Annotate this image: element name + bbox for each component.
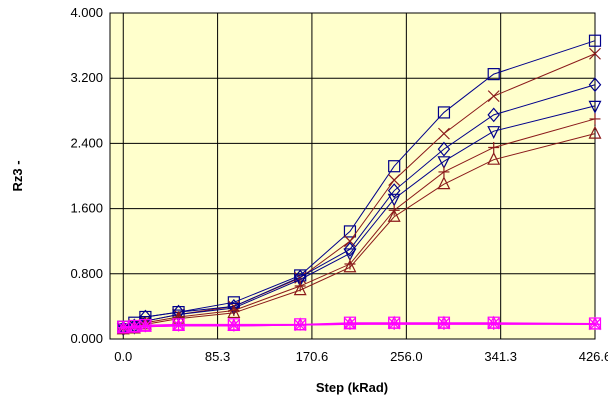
data-point [343, 259, 357, 273]
data-point [487, 151, 501, 165]
y-tick-label: 3.200 [70, 70, 103, 85]
data-point [437, 156, 451, 170]
plot-frame [109, 12, 596, 340]
data-point [488, 141, 500, 153]
series-line [117, 318, 601, 334]
x-tick-label: 170.6 [296, 349, 329, 364]
data-point [139, 321, 151, 333]
y-tick-label: 2.400 [70, 135, 103, 150]
x-tick-label: 426.6 [579, 349, 608, 364]
series-group [116, 34, 602, 337]
data-point [293, 274, 307, 288]
data-point [293, 282, 307, 296]
data-point [588, 100, 602, 114]
data-point [343, 225, 357, 238]
data-point [128, 322, 140, 334]
data-point [438, 318, 450, 330]
data-point [387, 193, 401, 207]
tick-labels: 0.0 85.3 170.6 256.0 341.3 426.6 0.000 0.800 1.6… [70, 5, 608, 364]
data-point [588, 77, 602, 93]
data-point [437, 141, 451, 157]
data-point [588, 34, 602, 47]
data-point [438, 127, 450, 140]
data-point [588, 125, 602, 139]
y-tick-label: 1.600 [70, 201, 103, 216]
data-point [227, 305, 241, 319]
x-axis-title: Step (kRad) [316, 380, 388, 395]
y-tick-label: 0.000 [70, 331, 103, 346]
data-point [343, 248, 357, 262]
data-point [589, 113, 601, 125]
x-tick-label: 85.3 [205, 349, 230, 364]
data-point [117, 322, 129, 334]
data-point [343, 241, 357, 257]
grid [109, 12, 596, 340]
data-point [388, 160, 401, 173]
data-point [589, 47, 601, 60]
y-tick-label: 4.000 [70, 5, 103, 20]
data-point [487, 90, 500, 103]
plot-area [110, 13, 595, 339]
data-point [294, 319, 306, 331]
data-point [387, 208, 401, 222]
x-tick-label: 256.0 [390, 349, 423, 364]
data-point [388, 174, 401, 186]
x-tick-label: 341.3 [484, 349, 517, 364]
data-point [388, 318, 400, 330]
data-point [487, 126, 501, 140]
data-point [487, 68, 500, 81]
x-tick-label: 0.0 [114, 349, 132, 364]
data-point [228, 320, 240, 332]
y-tick-label: 0.800 [70, 266, 103, 281]
data-point [438, 166, 450, 178]
data-point [589, 318, 601, 330]
data-point [173, 320, 185, 332]
data-point [387, 183, 401, 199]
data-point [437, 106, 451, 119]
data-point [488, 318, 500, 330]
data-point [172, 309, 186, 323]
data-point [487, 107, 500, 123]
data-point [344, 318, 356, 330]
data-point [437, 176, 451, 190]
y-axis-title: Rz3 - [10, 160, 25, 191]
